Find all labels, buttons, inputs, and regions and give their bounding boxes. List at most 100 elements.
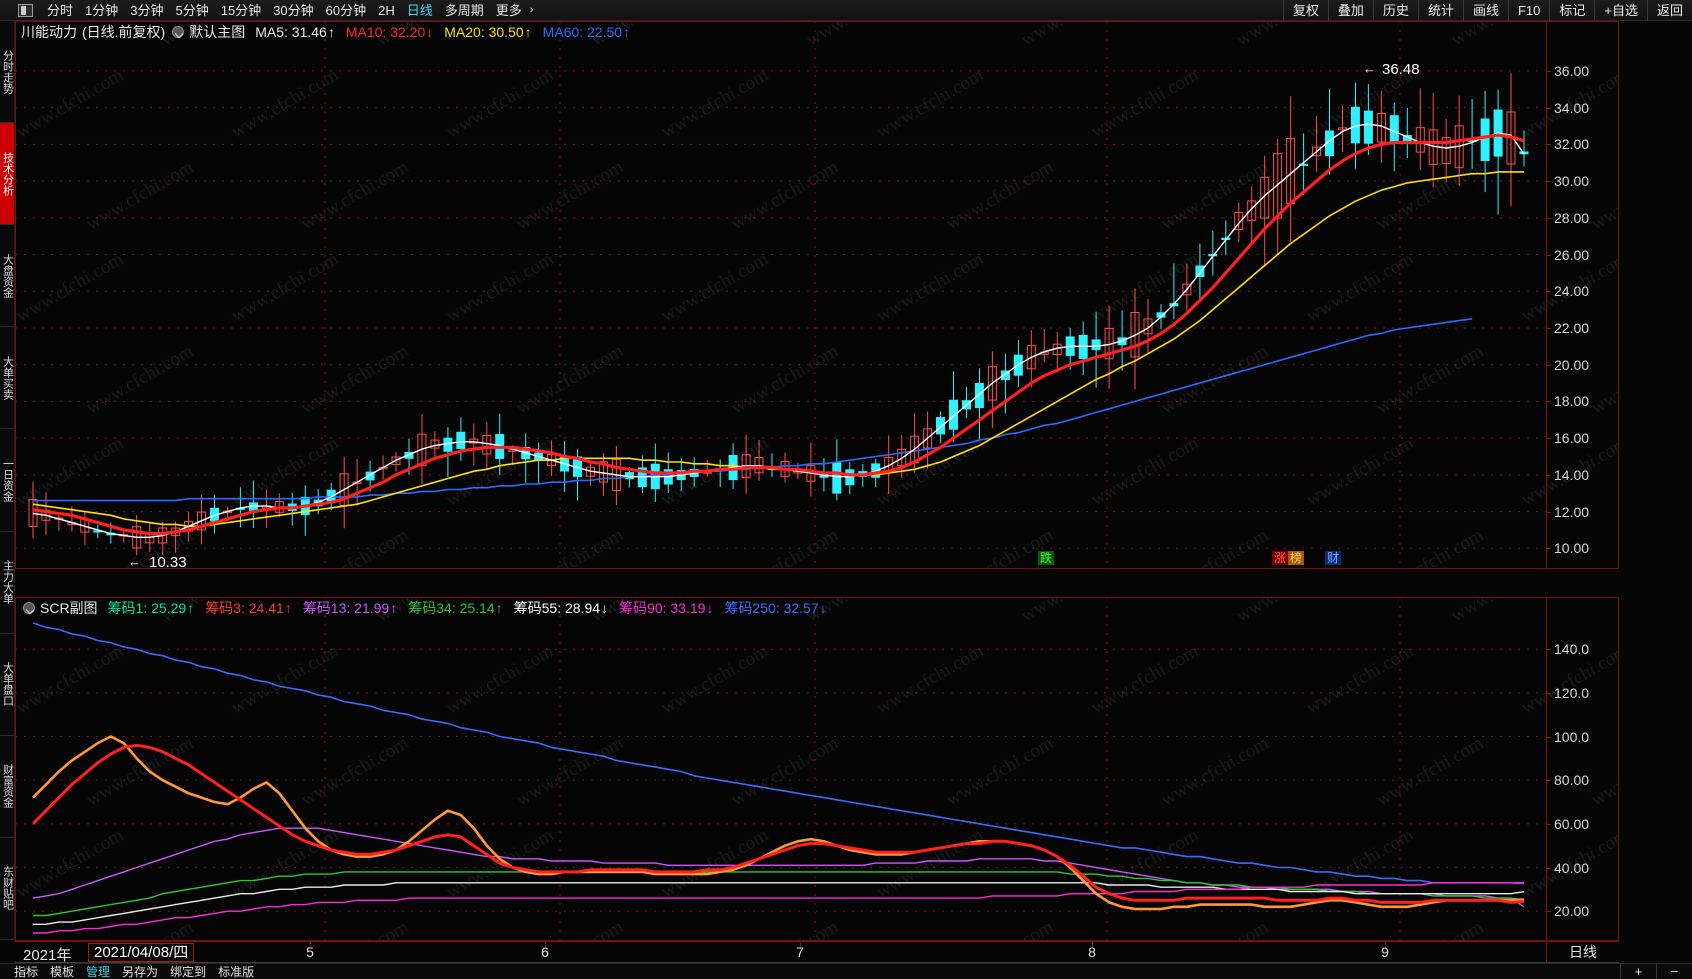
axis-tick-label: 60.00 [1554,815,1590,832]
top-toolbar: 分时 1分钟 3分钟 5分钟 15分钟 30分钟 60分钟 2H 日线 多周期 … [0,0,1692,21]
axis-tick-mark [1546,736,1551,738]
chip13-readout: 筹码13: 21.99 [303,598,397,618]
chip3-readout: 筹码3: 24.41 [205,598,292,618]
axis-tick-label: 140.0 [1554,641,1590,658]
sidebar-item-label: 大盘资金 [1,253,14,298]
main-chart-header: 川能动力 (日线.前复权) 默认主图 MA5: 31.46 MA10: 32.2… [15,21,1619,43]
standard-version-button[interactable]: 标准版 [218,964,255,979]
axis-tick-mark [1546,291,1551,293]
period-tab-more[interactable]: 更多 [495,2,522,18]
period-tab-2h[interactable]: 2H [378,2,395,18]
period-tab-60min[interactable]: 60分钟 [325,2,367,18]
period-tab-multi[interactable]: 多周期 [444,2,484,18]
lishi-button[interactable]: 历史 [1372,0,1418,21]
x-axis-tick-mark [800,942,801,947]
chart-badge-1[interactable]: 涨 [1272,551,1289,565]
diejia-button[interactable]: 叠加 [1327,0,1373,21]
main-indicator-name[interactable]: 默认主图 [189,24,246,40]
x-axis-tick-label: 5 [306,944,314,960]
sub-chart-header: SCR副图 筹码1: 25.29 筹码3: 24.41 筹码13: 21.99 … [15,597,1619,619]
axis-tick-mark [1546,692,1551,694]
bind-to-button[interactable]: 绑定到 [170,964,207,979]
sidebar-item-1[interactable]: 技术分析 [0,123,14,226]
period-tab-daily[interactable]: 日线 [406,2,433,18]
sidebar-item-3[interactable]: 大单买卖 [0,327,14,430]
axis-tick-label: 10.00 [1554,540,1590,557]
chevron-right-icon[interactable]: › [529,4,534,16]
add-watchlist-button[interactable]: +自选 [1594,0,1647,21]
x-axis-tick-label: 7 [796,944,804,960]
period-label: 日线 [1546,942,1619,963]
zoom-out-button[interactable]: − [1656,964,1692,979]
price-axis[interactable]: 36.00 34.00 32.00 30.00 28.00 26.00 24.00 22.00… [1546,21,1619,569]
sidebar-item-8[interactable]: 东财贴吧 [0,838,14,940]
sidebar-item-2[interactable]: 大盘资金 [0,225,14,328]
ma5-readout: MA5: 31.46 [255,24,335,40]
axis-tick-label: 18.00 [1554,393,1590,410]
sidebar-item-0[interactable]: 分时走势 [0,21,14,124]
axis-tick-mark [1546,911,1551,913]
f10-button[interactable]: F10 [1507,0,1549,21]
period-tab-15min[interactable]: 15分钟 [220,2,262,18]
axis-tick-mark [1546,649,1551,651]
axis-tick-label: 34.00 [1554,99,1590,116]
period-tab-3min[interactable]: 3分钟 [130,2,164,18]
year-label: 2021年 [23,947,72,964]
chart-badge-2[interactable]: 榜 [1288,551,1305,565]
template-menu-button[interactable]: 模板 [50,964,75,979]
price-chart-svg [15,21,1546,569]
chevron-circle-icon[interactable] [172,26,185,38]
period-tab-30min[interactable]: 30分钟 [273,2,314,18]
scr-axis[interactable]: 140.0 120.0 100.0 80.00 60.00 40.00 20.00 [1546,597,1619,941]
axis-tick-mark [1546,364,1551,366]
sidebar-item-6[interactable]: 大单盘口 [0,634,14,736]
main-plot-area[interactable] [15,21,1546,569]
fuquan-button[interactable]: 复权 [1282,0,1328,21]
sidebar-item-label: 大单买卖 [1,355,14,400]
sidebar-item-7[interactable]: 财富资金 [0,736,14,838]
zoom-controls: + − [1620,964,1692,979]
axis-tick-label: 120.0 [1554,684,1590,701]
x-axis[interactable]: 2021年 2021/04/08/四 5 6 7 8 9 日线 [15,941,1619,964]
axis-tick-label: 20.00 [1554,356,1590,373]
axis-tick-mark [1546,438,1551,440]
save-as-button[interactable]: 另存为 [122,964,159,979]
chart-badge-0[interactable]: 跌 [1038,551,1055,565]
chip34-readout: 筹码34: 25.14 [408,598,502,618]
sub-indicator-name[interactable]: SCR副图 [40,600,98,616]
sidebar-item-4[interactable]: 一日资金 [0,429,14,532]
biaoji-button[interactable]: 标记 [1549,0,1594,21]
high-price-label: 36.48 [1382,61,1420,78]
manage-button[interactable]: 管理 [86,964,111,979]
left-sidebar: 分时走势技术分析大盘资金大单买卖一日资金 主力大单 大单盘口财富资金东财贴吧 [0,21,15,940]
chevron-circle-icon[interactable] [23,602,35,614]
sidebar-item-5[interactable]: 主力大单 [0,532,14,634]
chart-badge-3[interactable]: 财 [1325,551,1342,565]
huaxian-button[interactable]: 画线 [1462,0,1508,21]
stock-name-label[interactable]: 川能动力 [21,24,77,40]
period-tab-fenshi[interactable]: 分时 [47,2,74,18]
sidebar-item-label: 财富资金 [1,764,14,809]
panel-toggle-icon[interactable] [18,3,33,17]
tongji-button[interactable]: 统计 [1417,0,1463,21]
scr-sub-panel: www.cfchi.com www.cfchi.com www.cfchi.com w… [15,597,1619,941]
current-date-readout: 2021/04/08/四 [88,943,195,962]
axis-tick-label: 100.0 [1554,728,1590,745]
indicator-menu-button[interactable]: 指标 [14,964,39,979]
axis-tick-label: 40.00 [1554,859,1590,876]
sidebar-item-label: 技术分析 [1,151,14,196]
period-adjust-label: (日线.前复权) [82,24,166,40]
period-tab-1min[interactable]: 1分钟 [85,2,119,18]
back-button[interactable]: 返回 [1646,0,1692,21]
zoom-in-button[interactable]: + [1620,964,1656,979]
period-selector: 分时 1分钟 3分钟 5分钟 15分钟 30分钟 60分钟 2H 日线 多周期 … [18,0,533,21]
axis-tick-mark [1546,401,1551,403]
axis-tick-label: 28.00 [1554,209,1590,226]
sub-plot-area[interactable] [15,597,1546,941]
axis-tick-mark [1546,511,1551,513]
sidebar-item-label: 分时走势 [1,49,14,94]
low-price-label: 10.33 [149,554,187,571]
period-tab-5min[interactable]: 5分钟 [175,2,209,18]
chip1-readout: 筹码1: 25.29 [108,598,195,618]
